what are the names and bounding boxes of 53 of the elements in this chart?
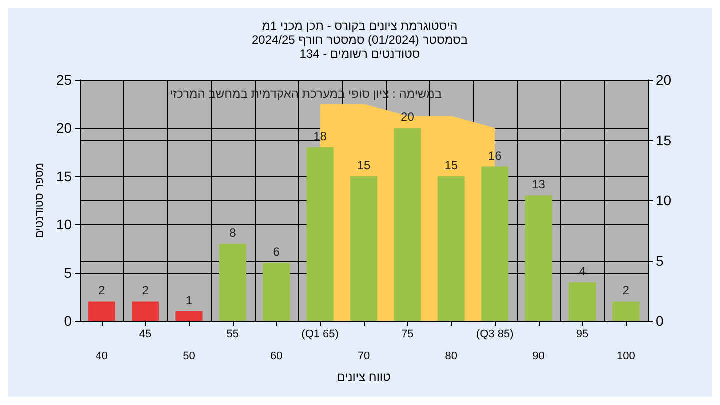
bar bbox=[176, 311, 203, 321]
x-tick-label: 90 bbox=[532, 350, 545, 362]
bar bbox=[438, 176, 465, 321]
data-label: 1 bbox=[186, 293, 193, 308]
y2-tick-label: 0 bbox=[656, 313, 664, 329]
data-label: 2 bbox=[622, 284, 630, 298]
data-label: 18 bbox=[314, 129, 328, 144]
x-tick-label: 95 bbox=[576, 328, 589, 340]
data-label: 15 bbox=[444, 158, 458, 172]
bar bbox=[482, 166, 509, 321]
y-tick-label: 25 bbox=[56, 72, 72, 88]
x-axis-title: טווח ציונים bbox=[337, 370, 392, 384]
y-tick-label: 10 bbox=[56, 216, 72, 233]
chart-subtitle: בסמסטר (01/2024) סמסטר חורף 2024/25 סטודנטים רשומים - 134 bbox=[252, 33, 468, 61]
y-axis-title: מספר סטודנטים bbox=[34, 162, 46, 238]
data-label: 16 bbox=[488, 148, 502, 163]
bar bbox=[525, 196, 552, 321]
data-label: 8 bbox=[230, 226, 237, 240]
x-tick-label: 60 bbox=[270, 350, 283, 362]
y-tick-label: 0 bbox=[64, 313, 72, 329]
data-label: 20 bbox=[401, 110, 415, 124]
y2-tick-label: 15 bbox=[656, 132, 672, 148]
data-label: 2 bbox=[98, 284, 106, 298]
x-tick-label: 80 bbox=[445, 350, 458, 362]
bar bbox=[132, 302, 160, 321]
bar bbox=[394, 128, 422, 321]
y2-tick-label: 20 bbox=[656, 72, 672, 88]
y-tick-label: 15 bbox=[56, 168, 72, 184]
y2-tick-label: 5 bbox=[656, 252, 664, 269]
x-tick-label: (Q3 85) bbox=[476, 328, 514, 340]
data-label: 13 bbox=[532, 178, 546, 192]
bar bbox=[568, 282, 596, 321]
bar bbox=[263, 263, 290, 321]
x-tick-label: 40 bbox=[96, 350, 108, 362]
data-label: 15 bbox=[357, 158, 371, 172]
x-tick-label: 75 bbox=[402, 328, 414, 340]
y-tick-label: 5 bbox=[64, 264, 72, 281]
data-label: 2 bbox=[142, 284, 150, 298]
x-tick-label: (Q1 65) bbox=[302, 328, 339, 340]
bar bbox=[88, 302, 116, 321]
y-tick-label: 20 bbox=[56, 120, 72, 136]
x-tick-label: 70 bbox=[358, 350, 370, 362]
bar bbox=[612, 302, 640, 321]
bar bbox=[350, 176, 378, 321]
bar bbox=[219, 244, 246, 321]
x-tick-label: 45 bbox=[139, 328, 152, 340]
bar bbox=[306, 147, 334, 321]
x-tick-label: 55 bbox=[226, 328, 240, 340]
y2-tick-label: 10 bbox=[656, 192, 672, 208]
x-tick-label: 100 bbox=[616, 350, 636, 362]
data-label: 6 bbox=[273, 245, 280, 260]
x-tick-label: 50 bbox=[183, 350, 196, 362]
chart-title: היסטוגרמת ציונים בקורס - תכן מכני 1מ bbox=[262, 19, 458, 33]
